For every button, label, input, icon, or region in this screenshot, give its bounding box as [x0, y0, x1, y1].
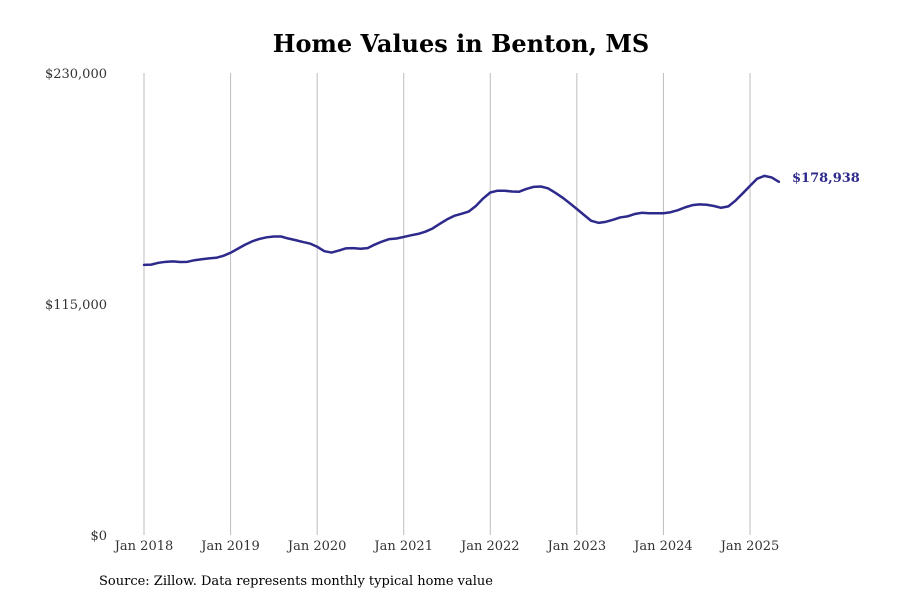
- x-axis: Jan 2018 Jan 2019 Jan 2020 Jan 2021 Jan 2022…: [113, 539, 780, 554]
- y-axis: $0 $115,000 $230,000: [45, 67, 107, 544]
- chart-title: Home Values in Benton, MS: [273, 29, 649, 58]
- source-note: Source: Zillow. Data represents monthly …: [99, 574, 493, 589]
- y-tick-label: $115,000: [45, 298, 107, 313]
- y-tick-label: $0: [90, 529, 107, 544]
- x-tick-label: Jan 2019: [199, 539, 260, 554]
- series-layer: $178,938: [142, 171, 860, 267]
- x-tick-label: Jan 2025: [719, 539, 780, 554]
- end-value-label: $178,938: [792, 171, 860, 186]
- home-value-line: [142, 174, 781, 267]
- x-tick-label: Jan 2024: [632, 539, 693, 554]
- y-tick-label: $230,000: [45, 67, 107, 82]
- x-tick-label: Jan 2020: [286, 539, 347, 554]
- x-tick-label: Jan 2018: [113, 539, 174, 554]
- gridlines: [143, 73, 751, 535]
- x-tick-label: Jan 2022: [459, 539, 520, 554]
- x-tick-label: Jan 2023: [546, 539, 607, 554]
- x-tick-label: Jan 2021: [372, 539, 433, 554]
